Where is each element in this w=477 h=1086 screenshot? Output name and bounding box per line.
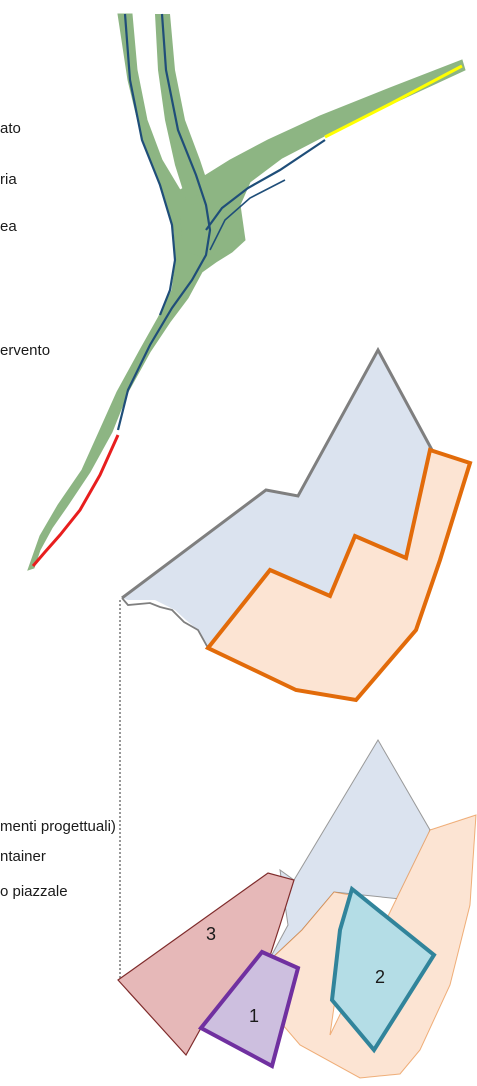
- zone-1-area: [197, 949, 301, 1069]
- bottom-zones-diagram: 3 1 2: [117, 739, 477, 1079]
- blue-line-right: [116, 13, 212, 431]
- legend-label-5: menti progettuali): [0, 818, 116, 835]
- blue-line-branch-lower: [209, 179, 286, 251]
- legend-label-6: ntainer: [0, 848, 46, 865]
- legend-label-4: ervento: [0, 342, 51, 359]
- legend-label-3: ea: [0, 218, 17, 235]
- grey-outline-bottom-edge: [121, 597, 209, 649]
- legend-label-2: ria: [0, 171, 17, 188]
- road-junction-map: [27, 13, 466, 571]
- legend-label-1: ato: [0, 120, 21, 137]
- blue-line-branch: [205, 139, 326, 231]
- yellow-segment: [324, 64, 463, 139]
- bottom-orange-area: [267, 814, 477, 1079]
- zone-3-label: 3: [206, 924, 216, 944]
- orange-area: [204, 447, 473, 703]
- legend-label-7: o piazzale: [0, 883, 68, 900]
- green-corridor-right-branch: [155, 14, 210, 200]
- blue-line-left: [123, 13, 177, 316]
- zone-2-label: 2: [375, 967, 385, 987]
- middle-area-diagram: [119, 346, 473, 980]
- zone-2-area: [329, 885, 437, 1054]
- red-segment: [31, 434, 120, 567]
- zone-1-label: 1: [249, 1006, 259, 1026]
- grey-outline: [121, 346, 434, 600]
